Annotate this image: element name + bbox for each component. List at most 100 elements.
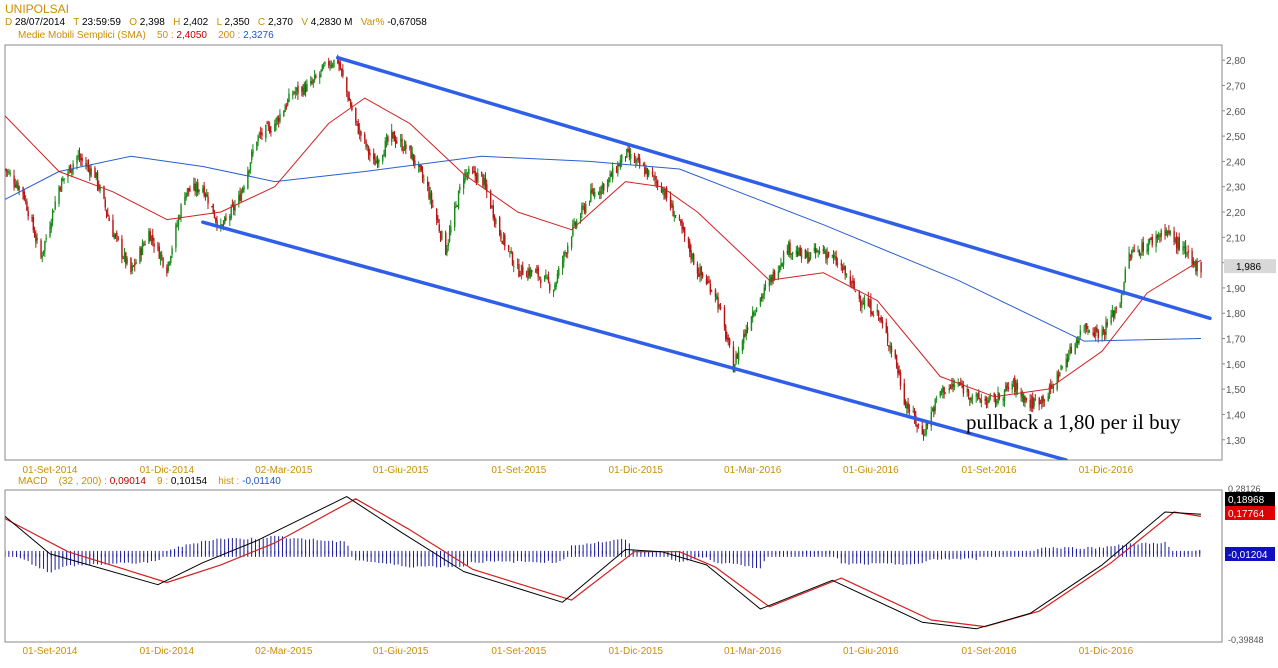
macd-x-tick-label: 01-Dic-2016: [1079, 646, 1134, 657]
candle-up: [588, 201, 591, 203]
candle-down: [1133, 250, 1136, 252]
candle-down: [166, 267, 168, 274]
candle-down: [1086, 323, 1088, 329]
candle-up: [735, 354, 737, 364]
candle-up: [139, 247, 141, 263]
symbol-title: UNIPOLSAI: [5, 2, 70, 16]
candle-up: [935, 398, 938, 400]
candle-up: [868, 301, 871, 308]
candle-up: [925, 422, 927, 435]
candle-down: [867, 297, 870, 307]
candle-down: [624, 156, 627, 158]
candle-down: [80, 158, 82, 161]
candle-down: [260, 132, 262, 135]
candle-up: [465, 173, 467, 175]
candle-down: [674, 215, 677, 217]
candle-up: [781, 263, 784, 267]
candle-down: [904, 402, 907, 408]
candle-up: [716, 296, 718, 299]
candle-up: [464, 172, 466, 182]
candle-up: [1030, 398, 1033, 409]
candle-down: [591, 188, 593, 193]
candle-up: [95, 172, 98, 178]
candle-up: [167, 261, 169, 272]
candle-down: [725, 325, 727, 339]
candle-up: [170, 256, 172, 264]
candle-down: [773, 271, 776, 280]
candle-down: [5, 169, 8, 172]
candle-up: [834, 256, 836, 258]
candle-up: [202, 188, 204, 192]
candle-up: [375, 160, 378, 164]
candle-down: [657, 180, 659, 187]
candle-down: [212, 203, 214, 214]
candle-down: [786, 250, 789, 254]
candle-down: [342, 69, 344, 76]
candle-down: [603, 183, 605, 191]
candle-up: [1155, 235, 1157, 247]
candle-up: [648, 169, 650, 176]
candle-down: [922, 435, 925, 437]
candle-down: [140, 248, 142, 256]
candle-down: [886, 332, 889, 343]
candle-down: [1096, 328, 1098, 331]
candle-up: [483, 178, 485, 185]
candle-down: [1195, 260, 1197, 272]
candle-up: [296, 87, 298, 91]
candle-down: [644, 167, 646, 175]
candle-up: [333, 59, 335, 67]
candle-down: [35, 235, 37, 242]
candle-down: [144, 244, 146, 246]
candle-down: [489, 191, 492, 209]
candle-down: [639, 158, 641, 166]
candle-up: [44, 241, 46, 251]
candle-down: [681, 220, 683, 229]
candle-down: [105, 209, 108, 214]
candle-down: [328, 61, 330, 66]
candle-up: [24, 199, 27, 201]
candle-down: [157, 245, 159, 247]
macd-x-tick-label: 01-Set-2014: [22, 646, 77, 657]
candle-up: [1012, 379, 1015, 382]
candle-up: [609, 173, 611, 178]
candle-down: [540, 279, 542, 284]
candle-down: [108, 217, 110, 221]
candle-up: [594, 191, 596, 198]
candle-up: [520, 264, 523, 275]
candle-up: [322, 65, 325, 68]
candle-down: [213, 213, 216, 218]
candle-down: [565, 253, 568, 255]
candle-down: [194, 183, 196, 192]
candle-up: [600, 186, 602, 196]
candle-up: [18, 186, 20, 191]
candle-up: [502, 234, 505, 244]
candle-down: [969, 397, 971, 400]
candle-down: [26, 201, 28, 211]
candle-down: [125, 252, 127, 265]
candle-up: [699, 268, 701, 277]
candle-down: [1191, 250, 1193, 263]
candle-up: [939, 391, 942, 397]
candle-down: [822, 249, 825, 252]
candle-down: [916, 424, 918, 427]
candle-down: [698, 273, 700, 277]
candle-down: [419, 164, 421, 167]
candle-up: [441, 230, 443, 240]
candle-down: [960, 382, 962, 384]
candle-up: [1005, 385, 1007, 392]
candle-down: [663, 191, 665, 196]
candle-down: [899, 372, 902, 386]
candle-down: [504, 234, 506, 247]
candle-up: [808, 257, 810, 262]
candle-down: [357, 123, 360, 134]
candle-down: [1138, 250, 1141, 256]
candle-up: [185, 192, 187, 198]
candle-up: [72, 163, 74, 170]
candle-up: [673, 215, 676, 217]
price-y-tick-label: 1,60: [1226, 360, 1246, 371]
candle-down: [428, 186, 430, 199]
candle-up: [454, 206, 456, 228]
candle-down: [885, 322, 888, 334]
candle-down: [339, 62, 342, 70]
candle-down: [1097, 330, 1100, 338]
